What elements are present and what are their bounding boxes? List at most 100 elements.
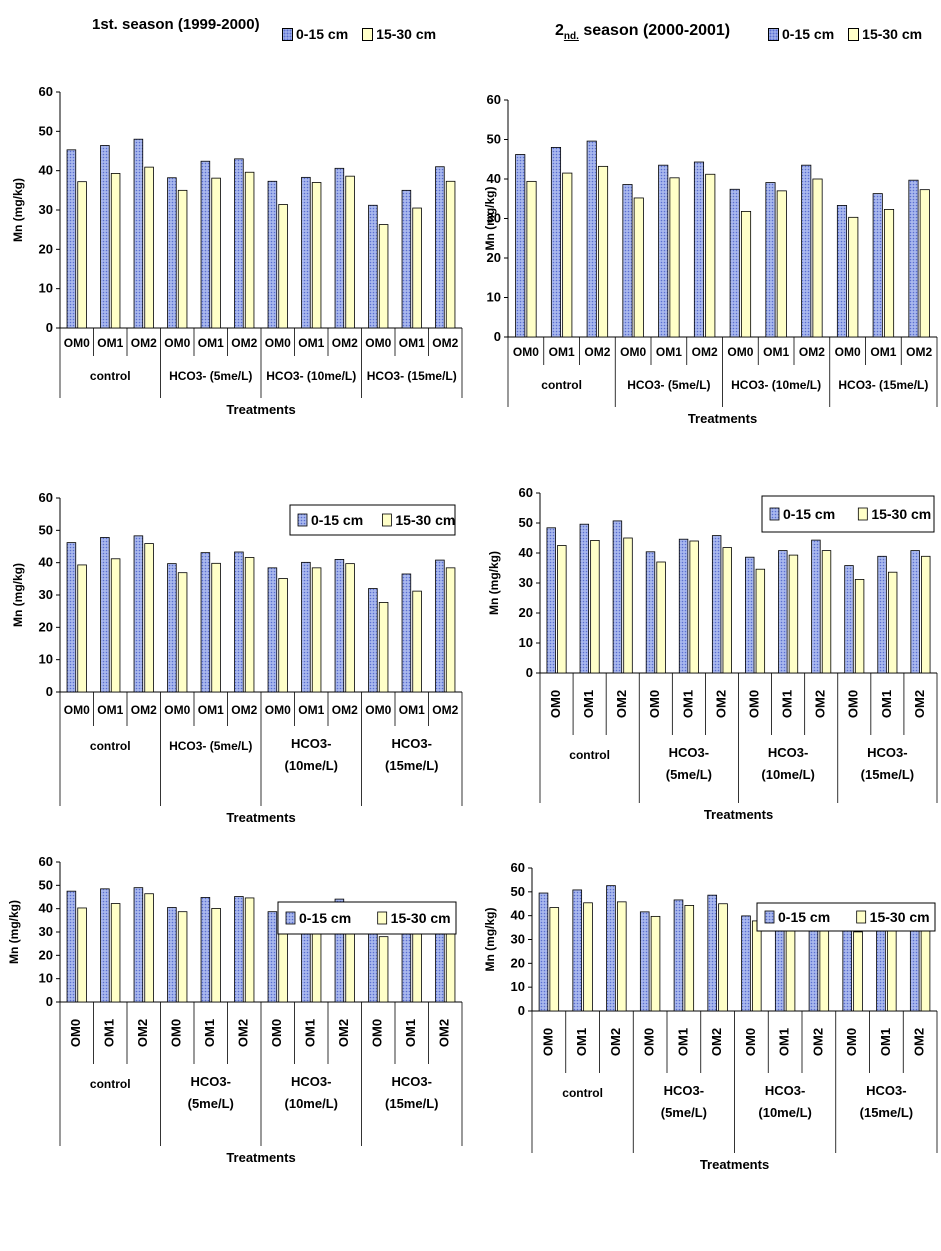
bar-15-30-cm — [853, 931, 863, 1012]
bar-0-15-cm — [368, 588, 378, 693]
category-label: OM2 — [906, 345, 932, 359]
y-axis-label: Mn (mg/kg) — [11, 563, 25, 627]
bar-15-30-cm — [378, 602, 389, 693]
y-tick-label: 10 — [39, 971, 53, 986]
category-label: OM1 — [879, 690, 894, 718]
bar-15-30-cm — [211, 177, 221, 329]
group-label: control — [562, 1086, 603, 1100]
y-tick-label: 60 — [39, 84, 53, 99]
bar-0-15-cm — [435, 559, 445, 693]
bar-0-15-cm — [811, 539, 821, 674]
bar-15-30-cm — [244, 557, 255, 693]
bar-0-15-cm — [334, 559, 345, 693]
category-label: OM1 — [777, 1028, 792, 1056]
bar-0-15-cm — [693, 161, 705, 338]
bar-0-15-cm — [200, 897, 211, 1003]
bar-0-15-cm — [200, 160, 211, 329]
category-label: OM0 — [64, 703, 90, 717]
bar-0-15-cm — [801, 164, 812, 338]
bar-15-30-cm — [656, 561, 666, 674]
category-label: OM2 — [336, 1019, 351, 1047]
y-tick-label: 30 — [511, 932, 525, 947]
category-label: OM2 — [584, 345, 610, 359]
y-tick-label: 40 — [511, 908, 525, 923]
bar-0-15-cm — [267, 567, 278, 693]
bar-0-15-cm — [711, 535, 722, 674]
bar-15-30-cm — [378, 936, 389, 1003]
x-axis-label: Treatments — [226, 810, 295, 825]
group-label: HCO3- (10me/L) — [266, 369, 356, 383]
y-tick-label: 20 — [519, 605, 533, 620]
y-tick-label: 30 — [39, 202, 53, 217]
bar-0-15-cm — [301, 176, 311, 329]
y-axis-label: Mn (mg/kg) — [11, 178, 25, 242]
legend-label-15-30: 15-30 cm — [391, 910, 451, 926]
bar-15-30-cm — [788, 554, 799, 674]
bar-0-15-cm — [66, 890, 77, 1003]
legend-box — [756, 902, 936, 932]
group-label-line-1: HCO3- — [191, 1074, 231, 1089]
group-label: HCO3- (5me/L) — [169, 369, 252, 383]
category-label: OM0 — [540, 1028, 555, 1056]
y-tick-label: 20 — [39, 241, 53, 256]
bar-15-30-cm — [278, 204, 288, 329]
y-tick-label: 20 — [39, 947, 53, 962]
bar-0-15-cm — [133, 535, 144, 693]
category-label: OM2 — [810, 1028, 825, 1056]
bar-0-15-cm — [908, 179, 919, 338]
category-label: OM2 — [713, 690, 728, 718]
y-tick-label: 60 — [39, 854, 53, 869]
bar-15-30-cm — [718, 903, 728, 1012]
group-label-line-2: (10me/L) — [761, 767, 814, 782]
category-label: OM0 — [835, 345, 861, 359]
bar-15-30-cm — [590, 540, 600, 674]
y-tick-label: 50 — [39, 123, 53, 138]
bar-15-30-cm — [583, 902, 593, 1012]
x-axis-label: Treatments — [700, 1157, 769, 1172]
bar-15-30-cm — [77, 907, 87, 1003]
bar-0-15-cm — [368, 926, 378, 1003]
bar-15-30-cm — [684, 905, 695, 1012]
bar-15-30-cm — [144, 166, 154, 329]
category-label: OM1 — [298, 703, 324, 717]
bar-15-30-cm — [378, 224, 389, 329]
category-label: OM1 — [403, 1019, 418, 1047]
category-label: OM2 — [135, 1019, 150, 1047]
bar-0-15-cm — [368, 204, 378, 329]
bar-15-30-cm — [776, 190, 787, 338]
season-2-sub: nd. — [563, 31, 579, 43]
bar-15-30-cm — [650, 915, 661, 1012]
bar-15-30-cm — [755, 568, 766, 674]
bar-0-15-cm — [234, 158, 244, 329]
y-tick-label: 30 — [39, 924, 53, 939]
group-label-line-1: HCO3- — [392, 1074, 432, 1089]
category-label: OM0 — [647, 690, 662, 718]
legend-swatch-0-15 — [769, 507, 780, 521]
category-label: OM0 — [642, 1028, 657, 1056]
category-label: OM1 — [198, 703, 224, 717]
bar-0-15-cm — [267, 911, 278, 1003]
y-tick-label: 10 — [519, 635, 533, 650]
bar-0-15-cm — [301, 561, 311, 693]
bar-0-15-cm — [658, 164, 669, 338]
y-axis-label: Mn (mg/kg) — [487, 551, 501, 615]
bar-15-30-cm — [412, 207, 422, 329]
category-label: OM1 — [399, 703, 425, 717]
category-label: OM1 — [870, 345, 896, 359]
group-label: control — [90, 739, 131, 753]
category-label: OM0 — [746, 690, 761, 718]
bar-15-30-cm — [740, 210, 752, 338]
y-tick-label: 10 — [39, 652, 53, 667]
bar-15-30-cm — [412, 590, 422, 693]
bar-15-30-cm — [278, 578, 288, 693]
category-label: OM2 — [332, 336, 358, 350]
bar-15-30-cm — [526, 180, 537, 338]
category-label: OM2 — [231, 703, 257, 717]
bar-15-30-cm — [751, 920, 762, 1012]
bar-0-15-cm — [100, 888, 110, 1003]
category-label: OM1 — [102, 1019, 117, 1047]
bar-15-30-cm — [669, 177, 680, 338]
group-label-line-2: (5me/L) — [666, 767, 712, 782]
y-axis-label: Mn (mg/kg) — [483, 187, 497, 251]
legend-swatch-0-15 — [768, 27, 779, 41]
